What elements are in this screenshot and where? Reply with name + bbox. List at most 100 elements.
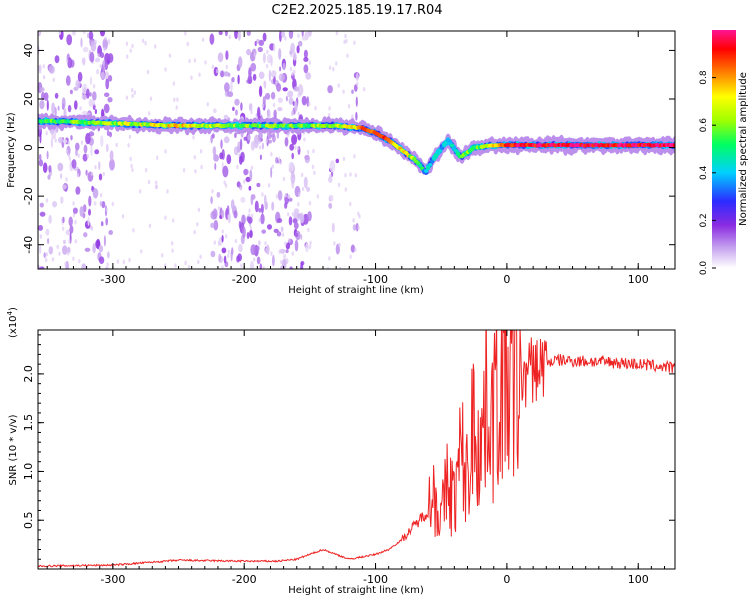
noise-mark: [52, 201, 58, 208]
noise-mark: [154, 44, 157, 49]
noise-mark: [226, 205, 230, 215]
noise-mark: [223, 71, 229, 77]
noise-mark: [210, 250, 216, 258]
noise-mark: [126, 54, 129, 59]
noise-mark: [104, 36, 107, 41]
noise-mark: [74, 219, 77, 225]
noise-mark: [259, 263, 262, 269]
noise-mark: [308, 201, 312, 206]
noise-mark: [92, 101, 96, 106]
noise-mark: [48, 65, 55, 74]
noise-mark: [288, 31, 294, 39]
snr-x-label: Height of straight line (km): [288, 585, 424, 596]
noise-mark: [304, 154, 310, 164]
noise-mark: [81, 263, 87, 269]
noise-mark: [83, 144, 88, 154]
noise-mark: [305, 72, 312, 80]
x-tick-label: -200: [232, 573, 257, 586]
noise-mark: [84, 247, 91, 252]
noise-mark: [353, 154, 356, 159]
noise-mark: [256, 256, 261, 265]
y-tick-label: 0.5: [22, 511, 35, 529]
noise-mark: [43, 252, 46, 258]
noise-mark: [81, 94, 88, 100]
noise-mark: [83, 204, 87, 213]
noise-mark: [349, 172, 352, 177]
noise-mark: [250, 165, 254, 170]
noise-mark: [79, 106, 82, 111]
noise-mark: [82, 46, 89, 53]
noise-mark: [220, 139, 223, 150]
colorbar-tick-label: 0.4: [699, 165, 709, 180]
noise-mark: [198, 72, 201, 77]
noise-mark: [270, 251, 273, 256]
noise-mark: [75, 186, 81, 195]
noise-mark: [236, 164, 239, 170]
spectrogram-y-ticks: -40 -20 0 20 40: [22, 43, 675, 254]
noise-mark: [280, 226, 284, 232]
noise-mark: [248, 67, 252, 79]
noise-mark: [250, 62, 257, 72]
noise-mark: [347, 104, 351, 109]
noise-mark: [279, 160, 282, 165]
noise-mark: [86, 153, 90, 159]
noise-mark: [248, 208, 251, 213]
noise-mark: [72, 212, 76, 218]
noise-mark: [72, 256, 75, 261]
noise-mark: [262, 52, 266, 64]
noise-mark: [268, 69, 272, 82]
noise-mark: [218, 31, 223, 36]
noise-mark: [300, 172, 304, 178]
noise-mark: [62, 216, 65, 224]
noise-mark: [278, 74, 282, 80]
noise-mark: [258, 145, 262, 150]
noise-mark: [45, 252, 49, 257]
noise-mark: [352, 224, 357, 231]
noise-mark: [297, 84, 304, 96]
spectrogram-x-label: Height of straight line (km): [288, 285, 424, 296]
noise-mark: [61, 97, 66, 109]
noise-mark: [48, 214, 52, 224]
noise-mark: [272, 102, 276, 108]
noise-mark: [213, 154, 220, 162]
noise-mark: [294, 100, 298, 112]
noise-mark: [256, 182, 261, 188]
noise-mark: [125, 41, 129, 46]
noise-mark: [249, 169, 253, 181]
snr-y-ticks: 0.5 1.0 1.5 2.0: [22, 334, 675, 560]
noise-mark: [354, 84, 358, 92]
noise-mark: [271, 201, 275, 211]
noise-mark: [335, 158, 339, 164]
noise-mark: [228, 34, 231, 40]
noise-mark: [251, 213, 254, 218]
noise-mark: [293, 208, 300, 215]
noise-mark: [222, 165, 229, 178]
noise-mark: [355, 96, 358, 107]
noise-mark: [284, 241, 287, 246]
noise-mark: [237, 253, 243, 262]
noise-mark: [45, 198, 49, 203]
noise-mark: [297, 111, 300, 117]
noise-mark: [67, 153, 71, 158]
noise-mark: [248, 103, 253, 112]
noise-mark: [186, 41, 189, 47]
noise-mark: [131, 43, 134, 49]
noise-mark: [238, 56, 243, 68]
noise-mark: [67, 104, 72, 113]
y-tick-label: 1.5: [22, 414, 35, 432]
noise-mark: [213, 220, 219, 231]
noise-mark: [350, 244, 356, 253]
noise-mark: [100, 221, 104, 227]
noise-mark: [106, 262, 109, 267]
noise-mark: [342, 156, 346, 161]
noise-mark: [39, 87, 45, 92]
noise-mark: [201, 37, 205, 42]
noise-mark: [39, 266, 45, 269]
noise-mark: [51, 257, 55, 262]
noise-mark: [103, 235, 106, 247]
noise-mark: [100, 135, 104, 147]
noise-mark: [303, 137, 306, 142]
noise-mark: [146, 69, 150, 75]
noise-mark: [263, 80, 266, 85]
noise-mark: [60, 196, 64, 204]
